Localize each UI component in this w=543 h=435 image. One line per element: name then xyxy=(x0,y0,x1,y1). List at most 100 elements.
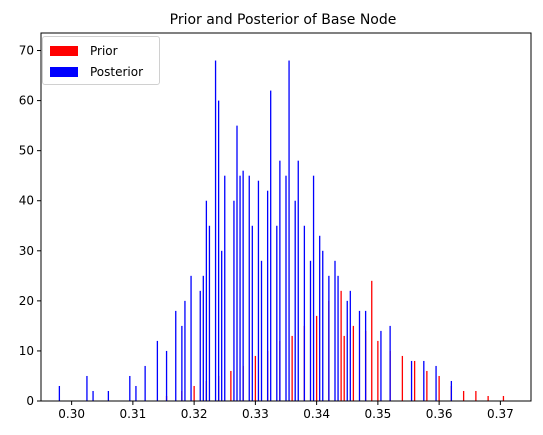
prior-bar xyxy=(401,355,404,401)
posterior-bar xyxy=(450,380,453,401)
posterior-bar xyxy=(260,260,263,401)
posterior-bar xyxy=(423,360,425,401)
posterior-bar xyxy=(221,250,223,401)
prior-bar xyxy=(487,395,489,401)
prior-bar xyxy=(193,385,195,401)
legend-label-posterior: Posterior xyxy=(90,65,144,79)
posterior-bar xyxy=(144,365,146,401)
prior-bar xyxy=(426,370,428,401)
prior-bar xyxy=(343,335,345,401)
posterior-bar xyxy=(270,90,272,401)
posterior-bar xyxy=(107,390,110,401)
posterior-bar xyxy=(239,175,241,401)
y-tick-label: 40 xyxy=(19,194,34,208)
legend-item-prior: Prior xyxy=(50,43,118,59)
prior-bar xyxy=(340,290,342,401)
posterior-bar xyxy=(257,180,260,401)
posterior-bar xyxy=(181,325,183,401)
x-tick-label: 0.33 xyxy=(242,407,269,421)
posterior-bar xyxy=(58,385,61,401)
y-tick-label: 0 xyxy=(26,394,34,408)
posterior-bar xyxy=(184,300,186,401)
posterior-bar xyxy=(328,275,330,401)
posterior-bar xyxy=(202,275,204,401)
posterior-bar xyxy=(214,60,217,401)
posterior-bar xyxy=(279,160,281,401)
posterior-bar xyxy=(165,350,168,401)
y-tick-label: 60 xyxy=(19,94,34,108)
prior-bar xyxy=(291,335,293,401)
posterior-bar xyxy=(303,225,306,401)
x-tick-label: 0.34 xyxy=(303,407,330,421)
posterior-bar xyxy=(435,365,437,401)
posterior-bar xyxy=(410,360,413,401)
y-tick-label: 70 xyxy=(19,44,34,58)
prior-bar xyxy=(315,315,318,401)
legend-item-posterior: Posterior xyxy=(50,64,143,80)
legend-swatch-prior xyxy=(50,46,78,56)
prior-bar xyxy=(462,390,465,401)
prior-bar xyxy=(352,325,355,401)
posterior-bar xyxy=(129,375,131,401)
y-tick-label: 10 xyxy=(19,344,34,358)
posterior-bar xyxy=(349,290,351,401)
plot-frame xyxy=(40,32,532,402)
posterior-bar xyxy=(205,200,208,401)
posterior-bar xyxy=(242,170,244,401)
y-axis: 0 10 20 30 40 50 60 70 xyxy=(19,44,41,408)
posterior-bar xyxy=(190,275,192,401)
posterior-bar xyxy=(175,310,177,401)
prior-bar xyxy=(413,360,416,401)
posterior-bar xyxy=(135,385,137,401)
posterior-bar xyxy=(380,330,382,401)
posterior-bar xyxy=(358,310,361,401)
posterior-bar xyxy=(294,200,296,401)
x-tick-label: 0.37 xyxy=(487,407,514,421)
posterior-bar xyxy=(236,125,238,401)
x-tick-label: 0.32 xyxy=(181,407,208,421)
posterior-bar xyxy=(337,275,339,401)
posterior-bar xyxy=(199,290,201,401)
prior-bar xyxy=(371,280,373,401)
posterior-bar xyxy=(217,100,220,401)
x-axis: 0.30 0.31 0.32 0.33 0.34 0.35 0.36 0.37 xyxy=(58,401,514,421)
x-tick-label: 0.35 xyxy=(365,407,392,421)
posterior-bar xyxy=(86,375,88,401)
x-tick-label: 0.30 xyxy=(58,407,85,421)
posterior-bar xyxy=(288,60,290,401)
posterior-bar xyxy=(92,390,94,401)
posterior-bar xyxy=(309,260,312,401)
prior-bar xyxy=(438,375,440,401)
posterior-bar xyxy=(156,340,159,401)
posterior-bar xyxy=(364,310,367,401)
posterior-bar xyxy=(224,175,226,401)
posterior-bar xyxy=(276,225,278,401)
y-tick-label: 20 xyxy=(19,294,34,308)
prior-bar xyxy=(254,355,257,401)
posterior-bar xyxy=(285,175,287,401)
posterior-bar xyxy=(233,200,235,401)
prior-bar xyxy=(230,370,232,401)
posterior-bar xyxy=(208,225,211,401)
posterior-bar xyxy=(312,175,315,401)
posterior-bar xyxy=(322,250,324,401)
prior-bar xyxy=(502,395,505,401)
x-tick-label: 0.36 xyxy=(426,407,453,421)
legend-swatch-posterior xyxy=(50,67,78,77)
prior-bar xyxy=(377,340,379,401)
posterior-bar xyxy=(389,325,391,401)
y-tick-label: 30 xyxy=(19,244,34,258)
posterior-bar xyxy=(248,175,250,401)
x-tick-label: 0.31 xyxy=(120,407,147,421)
legend-label-prior: Prior xyxy=(90,44,118,58)
posterior-bar xyxy=(346,300,348,401)
posterior-bar xyxy=(297,160,299,401)
chart-title: Prior and Posterior of Base Node xyxy=(170,12,397,28)
posterior-bar xyxy=(266,190,269,401)
prior-bar xyxy=(475,390,477,401)
posterior-bars xyxy=(58,60,453,401)
posterior-bar xyxy=(251,225,253,401)
posterior-bar xyxy=(319,235,321,401)
y-tick-label: 50 xyxy=(19,144,34,158)
